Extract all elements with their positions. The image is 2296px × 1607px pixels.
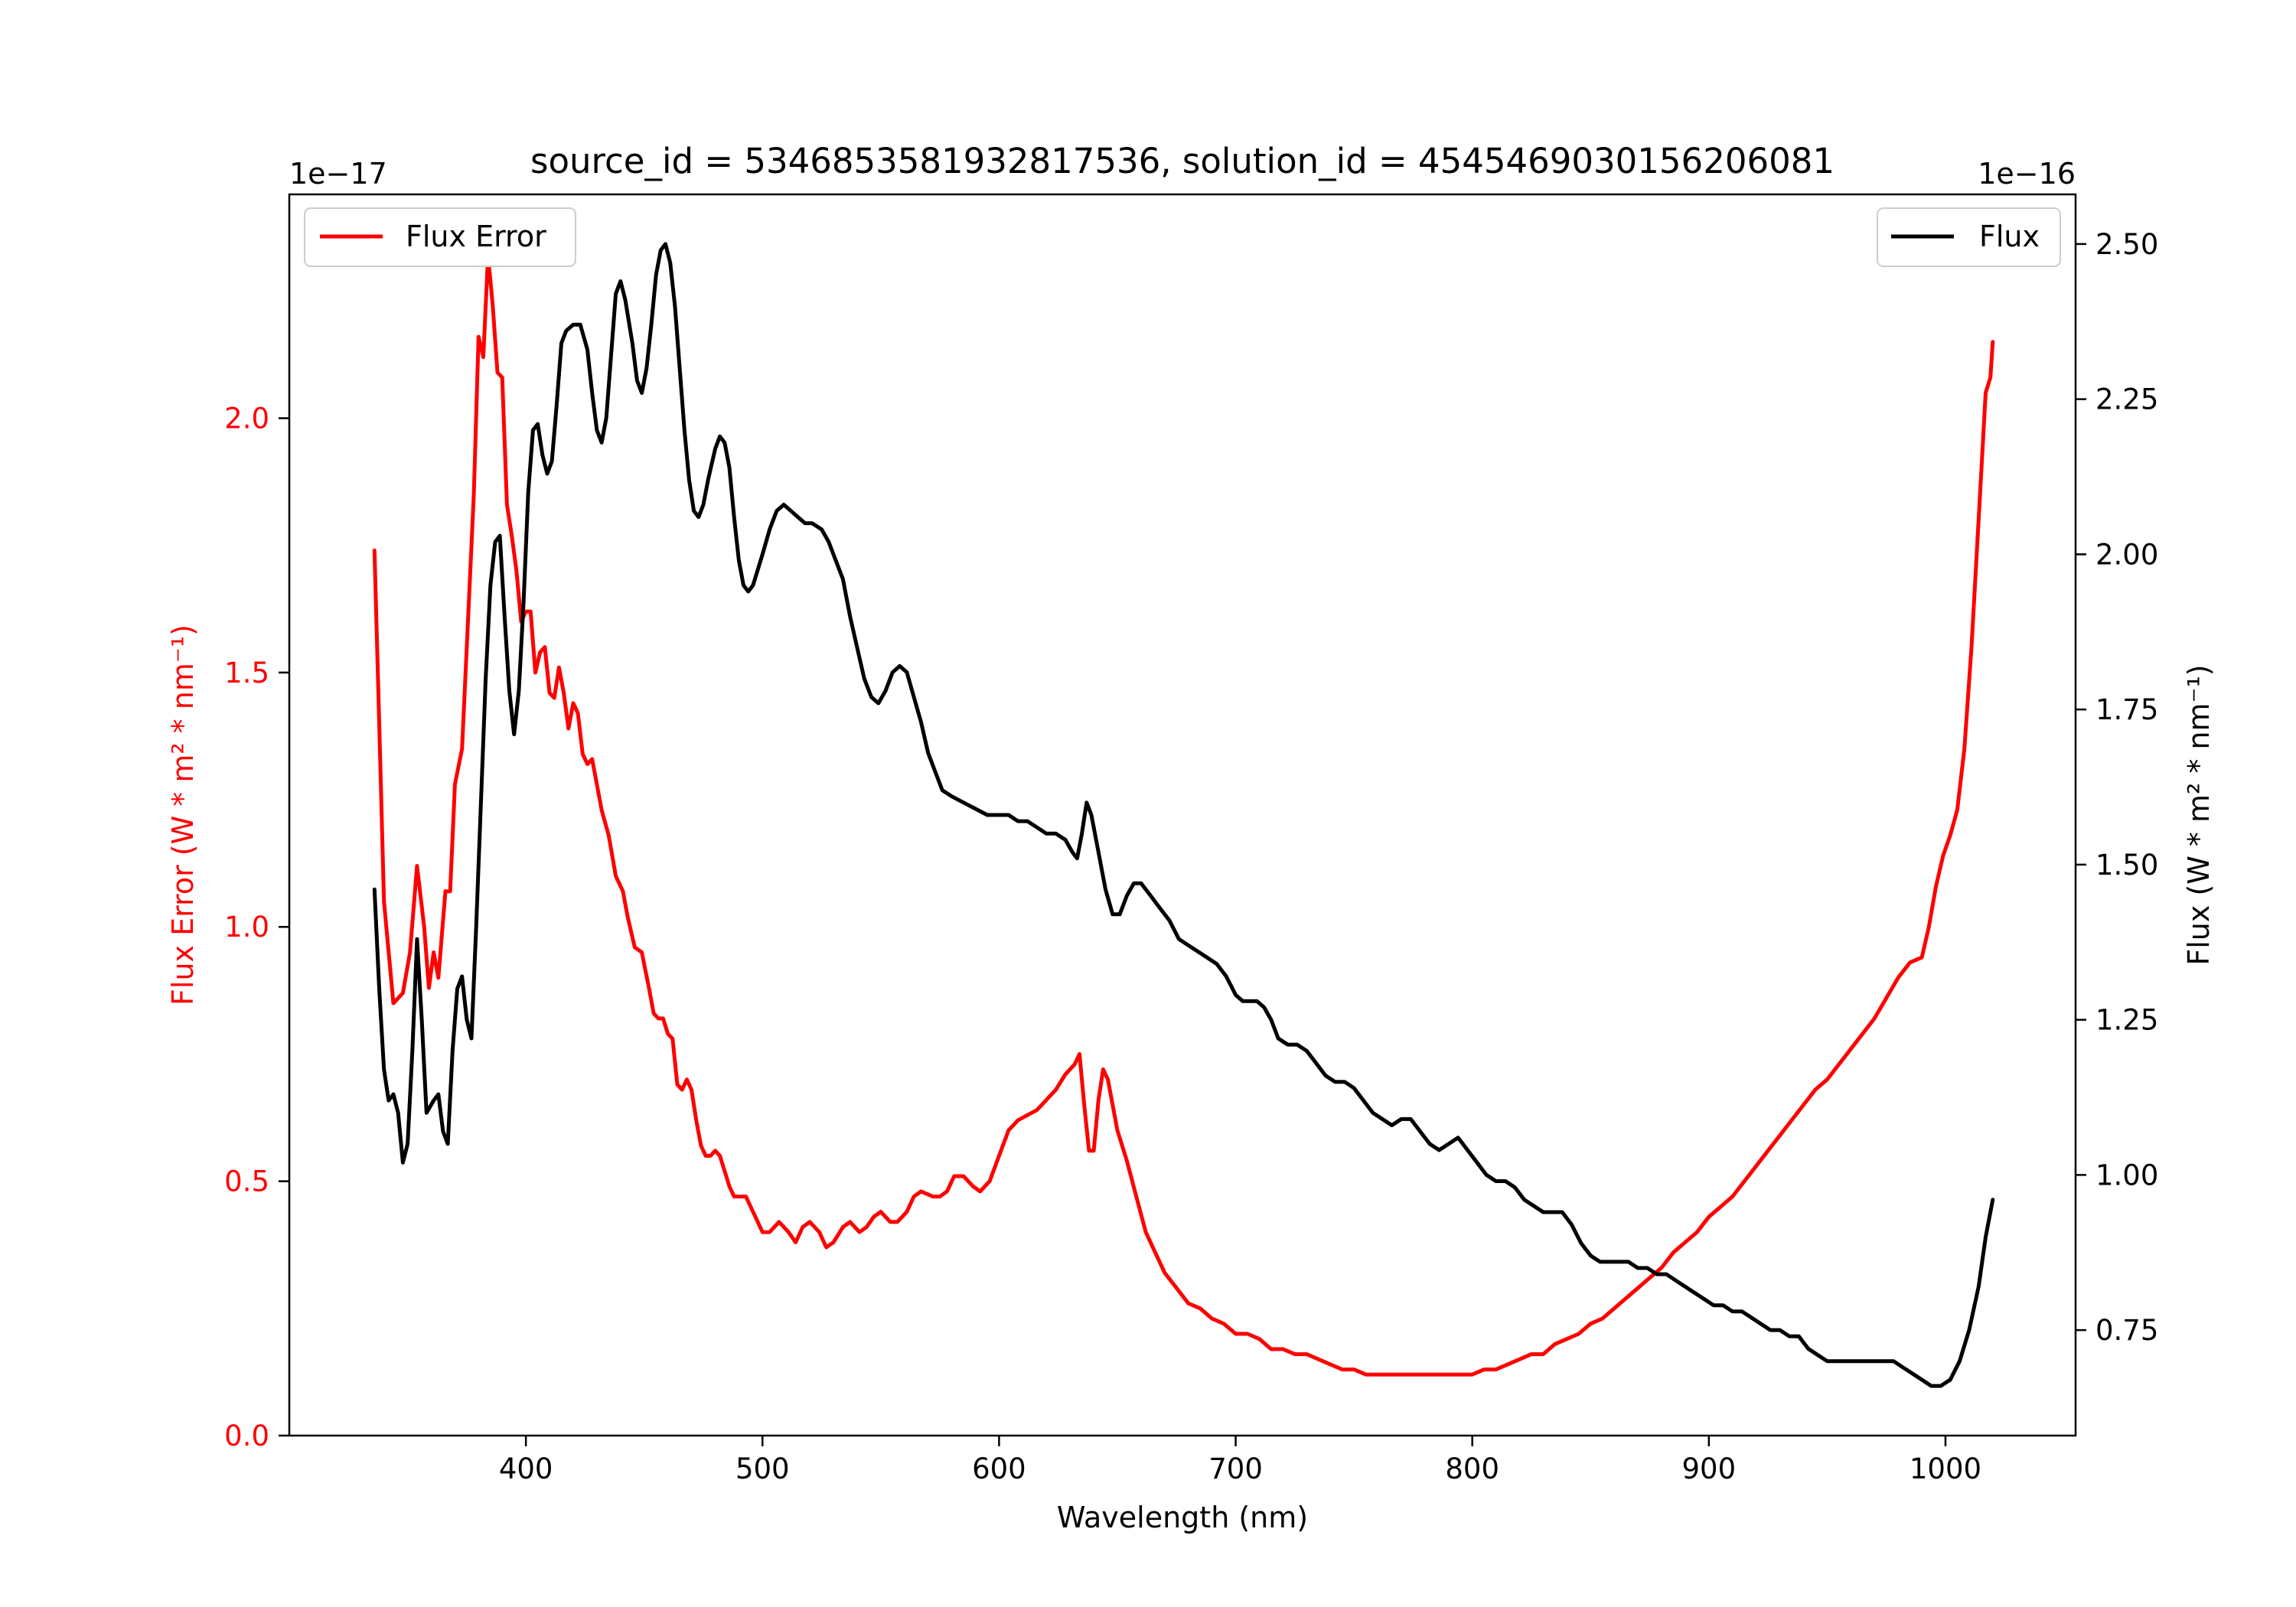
right-tick-label: 2.50: [2095, 228, 2158, 261]
right-tick-label: 1.50: [2095, 849, 2158, 882]
x-tick-label: 700: [1208, 1452, 1263, 1485]
left-tick-label: 1.5: [224, 657, 269, 689]
legend-flux-error-box: [304, 207, 576, 267]
left-axis-label: Flux Error (W * m² * nm⁻¹): [166, 624, 200, 1006]
left-tick-label: 0.5: [224, 1165, 269, 1198]
right-tick-label: 2.00: [2095, 538, 2158, 571]
right-y-axis: 0.75 1.00 1.25 1.50 1.75 2.00 2.25 2.50: [2076, 228, 2158, 1347]
right-tick-label: 0.75: [2095, 1314, 2158, 1347]
legend-flux: Flux: [1877, 207, 2061, 267]
legend-flux-error-label: Flux Error: [406, 220, 546, 253]
left-tick-label: 1.0: [224, 911, 269, 944]
x-tick-label: 900: [1682, 1452, 1737, 1485]
left-y-axis: 0.0 0.5 1.0 1.5 2.0: [224, 402, 289, 1452]
left-tick-label: 2.0: [224, 402, 269, 435]
x-tick-label: 800: [1445, 1452, 1499, 1485]
plot-area: [288, 193, 2077, 1437]
series-layer: [372, 242, 1995, 1388]
right-tick-label: 1.75: [2095, 693, 2158, 726]
left-tick-label: 0.0: [224, 1420, 269, 1452]
right-axis-label: Flux (W * m² * nm⁻¹): [2182, 664, 2216, 965]
right-tick-label: 1.25: [2095, 1004, 2158, 1037]
axes-frame: [288, 193, 2077, 1437]
right-tick-label: 2.25: [2095, 383, 2158, 416]
x-tick-label: 500: [735, 1452, 790, 1485]
series-line-flux: [372, 242, 1995, 1388]
right-tick-label: 1.00: [2095, 1159, 2158, 1191]
right-axis-offset-text: 1e−16: [1978, 157, 2076, 191]
left-axis-offset-text: 1e−17: [289, 157, 387, 191]
x-axis: 400 500 600 700 800 900 1000: [499, 1436, 1981, 1485]
x-axis-label: Wavelength (nm): [1057, 1501, 1308, 1534]
legend-flux-box: [1877, 207, 2061, 267]
legend-flux-label: Flux: [1979, 220, 2040, 253]
legend-flux-error: Flux Error: [304, 207, 576, 267]
x-tick-label: 400: [499, 1452, 553, 1485]
x-tick-label: 1000: [1910, 1452, 1981, 1485]
chart-title: source_id = 5346853581932817536, solutio…: [530, 141, 1835, 181]
x-tick-label: 600: [972, 1452, 1026, 1485]
series-line-flux-error: [372, 253, 1995, 1377]
